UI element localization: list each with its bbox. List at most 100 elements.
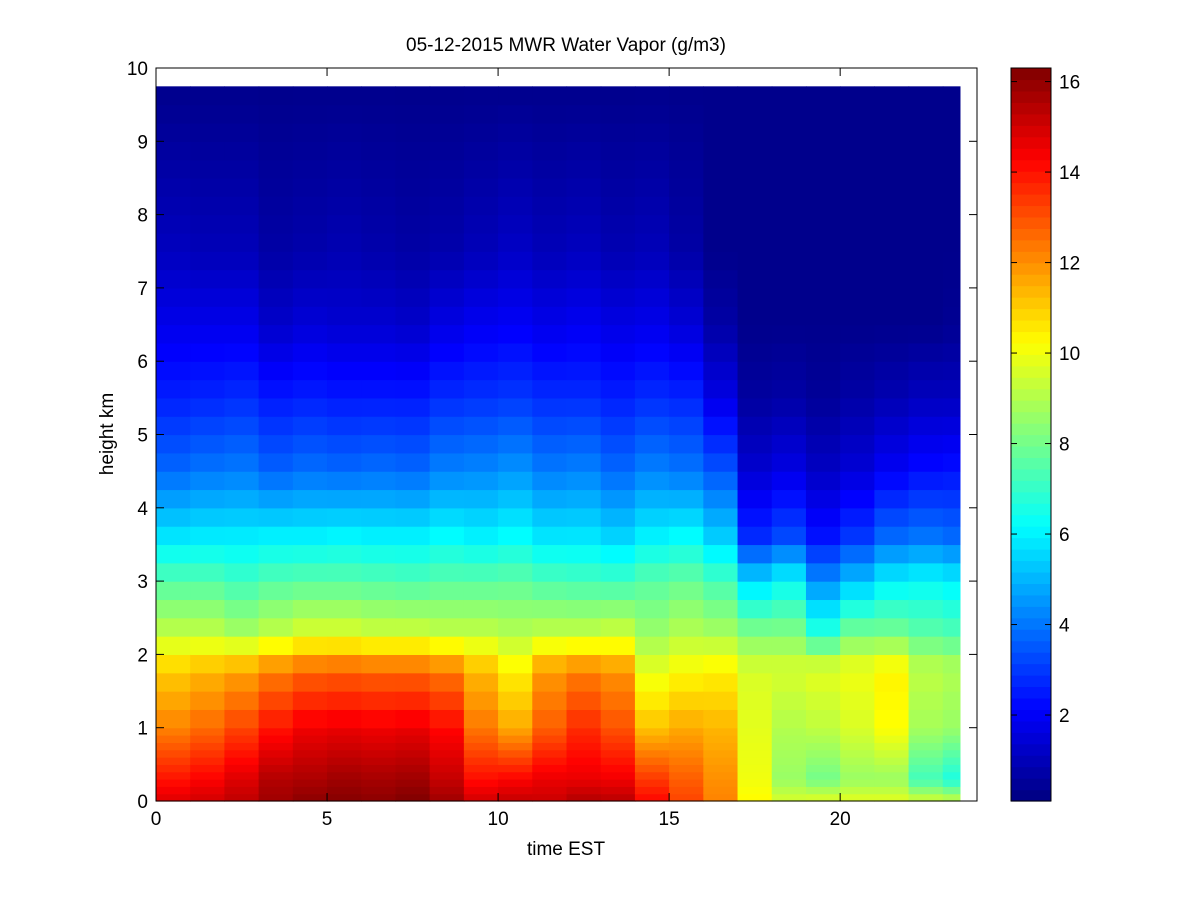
heatmap-cell bbox=[464, 398, 499, 417]
heatmap-cell bbox=[430, 251, 465, 270]
heatmap-cell bbox=[498, 251, 533, 270]
heatmap-cell bbox=[190, 398, 225, 417]
heatmap-cell bbox=[840, 599, 875, 618]
heatmap-cell bbox=[601, 416, 636, 435]
heatmap-cell bbox=[909, 416, 944, 435]
heatmap-cell bbox=[293, 306, 328, 325]
heatmap-cell bbox=[840, 544, 875, 563]
heatmap-cell bbox=[532, 105, 567, 124]
heatmap-cell bbox=[293, 123, 328, 142]
heatmap-cell bbox=[156, 270, 191, 289]
heatmap-cell bbox=[327, 325, 362, 344]
colorbar-step bbox=[1011, 286, 1051, 298]
heatmap-cell bbox=[635, 654, 670, 673]
heatmap-cell bbox=[874, 691, 909, 710]
heatmap-cell bbox=[190, 343, 225, 362]
heatmap-cell bbox=[430, 654, 465, 673]
colorbar-tick-label: 8 bbox=[1059, 435, 1070, 456]
heatmap-cell bbox=[738, 581, 773, 600]
heatmap-cell bbox=[772, 757, 807, 765]
heatmap-cell bbox=[293, 654, 328, 673]
heatmap-cell bbox=[635, 471, 670, 490]
heatmap-cell bbox=[738, 86, 773, 105]
heatmap-cell bbox=[259, 215, 294, 234]
heatmap-cell bbox=[874, 764, 909, 772]
heatmap-cell bbox=[635, 508, 670, 527]
heatmap-cell bbox=[259, 141, 294, 160]
heatmap-cell bbox=[293, 794, 328, 802]
heatmap-cell bbox=[430, 196, 465, 215]
heatmap-cell bbox=[943, 160, 961, 179]
heatmap-cell bbox=[806, 270, 841, 289]
heatmap-cell bbox=[190, 750, 225, 758]
heatmap-cell bbox=[224, 160, 259, 179]
heatmap-cell bbox=[327, 343, 362, 362]
heatmap-cell bbox=[601, 325, 636, 344]
heatmap-cell bbox=[806, 453, 841, 472]
heatmap-cell bbox=[703, 489, 738, 508]
heatmap-cell bbox=[156, 251, 191, 270]
heatmap-cell bbox=[943, 757, 961, 765]
heatmap-cell bbox=[156, 709, 191, 728]
heatmap-cell bbox=[498, 750, 533, 758]
heatmap-cell bbox=[703, 508, 738, 527]
heatmap-cell bbox=[840, 742, 875, 750]
heatmap-cell bbox=[874, 233, 909, 252]
colorbar-step bbox=[1011, 595, 1051, 607]
colorbar-step bbox=[1011, 538, 1051, 550]
heatmap-cell bbox=[532, 599, 567, 618]
heatmap-cell bbox=[293, 563, 328, 582]
heatmap-cell bbox=[601, 709, 636, 728]
colorbar-step bbox=[1011, 171, 1051, 183]
heatmap-cell bbox=[738, 325, 773, 344]
heatmap-cell bbox=[703, 636, 738, 655]
heatmap-cell bbox=[840, 563, 875, 582]
colorbar-step bbox=[1011, 549, 1051, 561]
heatmap-cell bbox=[259, 757, 294, 765]
heatmap-cell bbox=[703, 581, 738, 600]
heatmap-cell bbox=[772, 178, 807, 197]
heatmap-cell bbox=[395, 215, 430, 234]
heatmap-cell bbox=[601, 772, 636, 780]
heatmap-cell bbox=[943, 599, 961, 618]
heatmap-cell bbox=[532, 306, 567, 325]
heatmap-cell bbox=[806, 141, 841, 160]
heatmap-cell bbox=[395, 398, 430, 417]
heatmap-cell bbox=[874, 757, 909, 765]
heatmap-cell bbox=[567, 794, 602, 802]
heatmap-cell bbox=[601, 563, 636, 582]
heatmap-cell bbox=[498, 123, 533, 142]
heatmap-cell bbox=[395, 86, 430, 105]
heatmap-cell bbox=[567, 435, 602, 454]
heatmap-cell bbox=[224, 563, 259, 582]
heatmap-cell bbox=[327, 215, 362, 234]
heatmap-cell bbox=[874, 416, 909, 435]
heatmap-cell bbox=[567, 750, 602, 758]
heatmap-cell bbox=[532, 779, 567, 787]
heatmap-cell bbox=[669, 270, 704, 289]
heatmap-cell bbox=[224, 654, 259, 673]
heatmap-cell bbox=[909, 581, 944, 600]
colorbar-step bbox=[1011, 480, 1051, 492]
heatmap-cell bbox=[293, 435, 328, 454]
heatmap-cell bbox=[874, 325, 909, 344]
heatmap-cell bbox=[909, 105, 944, 124]
heatmap-cell bbox=[943, 526, 961, 545]
heatmap-cell bbox=[806, 599, 841, 618]
heatmap-cell bbox=[909, 691, 944, 710]
heatmap-cell bbox=[669, 361, 704, 380]
heatmap-cell bbox=[464, 325, 499, 344]
colorbar-step bbox=[1011, 457, 1051, 469]
heatmap-cell bbox=[293, 489, 328, 508]
colorbar-tick-label: 6 bbox=[1059, 525, 1070, 546]
colorbar-step bbox=[1011, 354, 1051, 366]
heatmap-cell bbox=[703, 215, 738, 234]
colorbar-tick-label: 12 bbox=[1059, 254, 1080, 275]
heatmap-cell bbox=[224, 772, 259, 780]
heatmap-cell bbox=[464, 453, 499, 472]
heatmap-cell bbox=[635, 105, 670, 124]
heatmap-cell bbox=[567, 673, 602, 692]
heatmap-cell bbox=[806, 563, 841, 582]
heatmap-cell bbox=[224, 270, 259, 289]
heatmap-cell bbox=[156, 471, 191, 490]
